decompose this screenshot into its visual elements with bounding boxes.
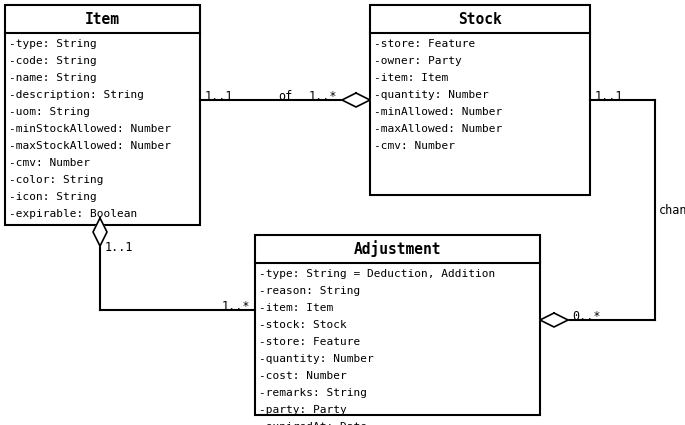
- Text: 1..*: 1..*: [221, 300, 250, 313]
- Text: -minStockAllowed: Number: -minStockAllowed: Number: [9, 124, 171, 134]
- Text: -expiredAt: Date: -expiredAt: Date: [259, 422, 367, 425]
- Text: -store: Feature: -store: Feature: [374, 39, 475, 49]
- Bar: [370, 5, 590, 195]
- Text: -cost: Number: -cost: Number: [259, 371, 347, 381]
- Text: -uom: String: -uom: String: [9, 107, 90, 117]
- Text: -code: String: -code: String: [9, 56, 97, 66]
- Text: -expirable: Boolean: -expirable: Boolean: [9, 209, 137, 219]
- Text: -reason: String: -reason: String: [259, 286, 360, 296]
- Text: -color: String: -color: String: [9, 175, 103, 185]
- Text: -item: Item: -item: Item: [259, 303, 333, 313]
- Text: Stock: Stock: [458, 11, 502, 26]
- Text: -name: String: -name: String: [9, 73, 97, 83]
- Polygon shape: [342, 93, 370, 107]
- Text: -stock: Stock: -stock: Stock: [259, 320, 347, 330]
- Text: change: change: [659, 204, 685, 216]
- Text: 0..*: 0..*: [572, 310, 601, 323]
- Text: Item: Item: [85, 11, 120, 26]
- Text: 1..1: 1..1: [105, 241, 134, 254]
- Text: -store: Feature: -store: Feature: [259, 337, 360, 347]
- Text: of: of: [278, 90, 292, 103]
- Text: -party: Party: -party: Party: [259, 405, 347, 415]
- Text: 1..*: 1..*: [308, 90, 337, 103]
- Polygon shape: [93, 218, 107, 246]
- Text: -remarks: String: -remarks: String: [259, 388, 367, 398]
- Bar: [255, 235, 540, 415]
- Text: 1..1: 1..1: [595, 90, 623, 103]
- Text: -item: Item: -item: Item: [374, 73, 448, 83]
- Text: -minAllowed: Number: -minAllowed: Number: [374, 107, 502, 117]
- Text: -quantity: Number: -quantity: Number: [259, 354, 374, 364]
- Text: 1..1: 1..1: [205, 90, 234, 103]
- Bar: [5, 5, 200, 225]
- Text: -owner: Party: -owner: Party: [374, 56, 462, 66]
- Text: -quantity: Number: -quantity: Number: [374, 90, 489, 100]
- Text: Adjustment: Adjustment: [353, 241, 441, 258]
- Text: -maxAllowed: Number: -maxAllowed: Number: [374, 124, 502, 134]
- Text: -type: String: -type: String: [9, 39, 97, 49]
- Polygon shape: [540, 313, 568, 327]
- Text: -description: String: -description: String: [9, 90, 144, 100]
- Text: -icon: String: -icon: String: [9, 192, 97, 202]
- Text: -maxStockAllowed: Number: -maxStockAllowed: Number: [9, 141, 171, 151]
- Text: -cmv: Number: -cmv: Number: [374, 141, 455, 151]
- Text: -cmv: Number: -cmv: Number: [9, 158, 90, 168]
- Text: -type: String = Deduction, Addition: -type: String = Deduction, Addition: [259, 269, 495, 279]
